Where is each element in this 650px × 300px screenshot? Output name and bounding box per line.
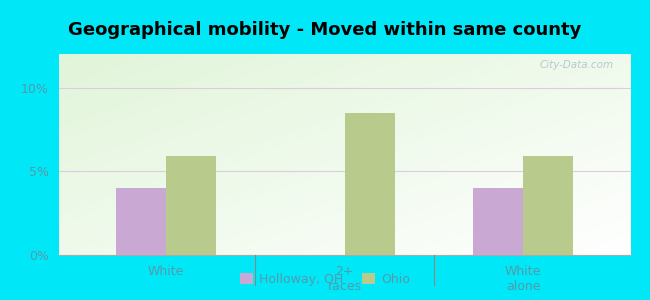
Bar	[344, 112, 395, 255]
Bar	[473, 188, 523, 255]
Text: Geographical mobility - Moved within same county: Geographical mobility - Moved within sam…	[68, 21, 582, 39]
Bar	[116, 188, 166, 255]
Text: City-Data.com: City-Data.com	[540, 60, 614, 70]
Bar	[166, 156, 216, 255]
Legend: Holloway, OH, Ohio: Holloway, OH, Ohio	[235, 268, 415, 291]
Bar	[523, 156, 573, 255]
